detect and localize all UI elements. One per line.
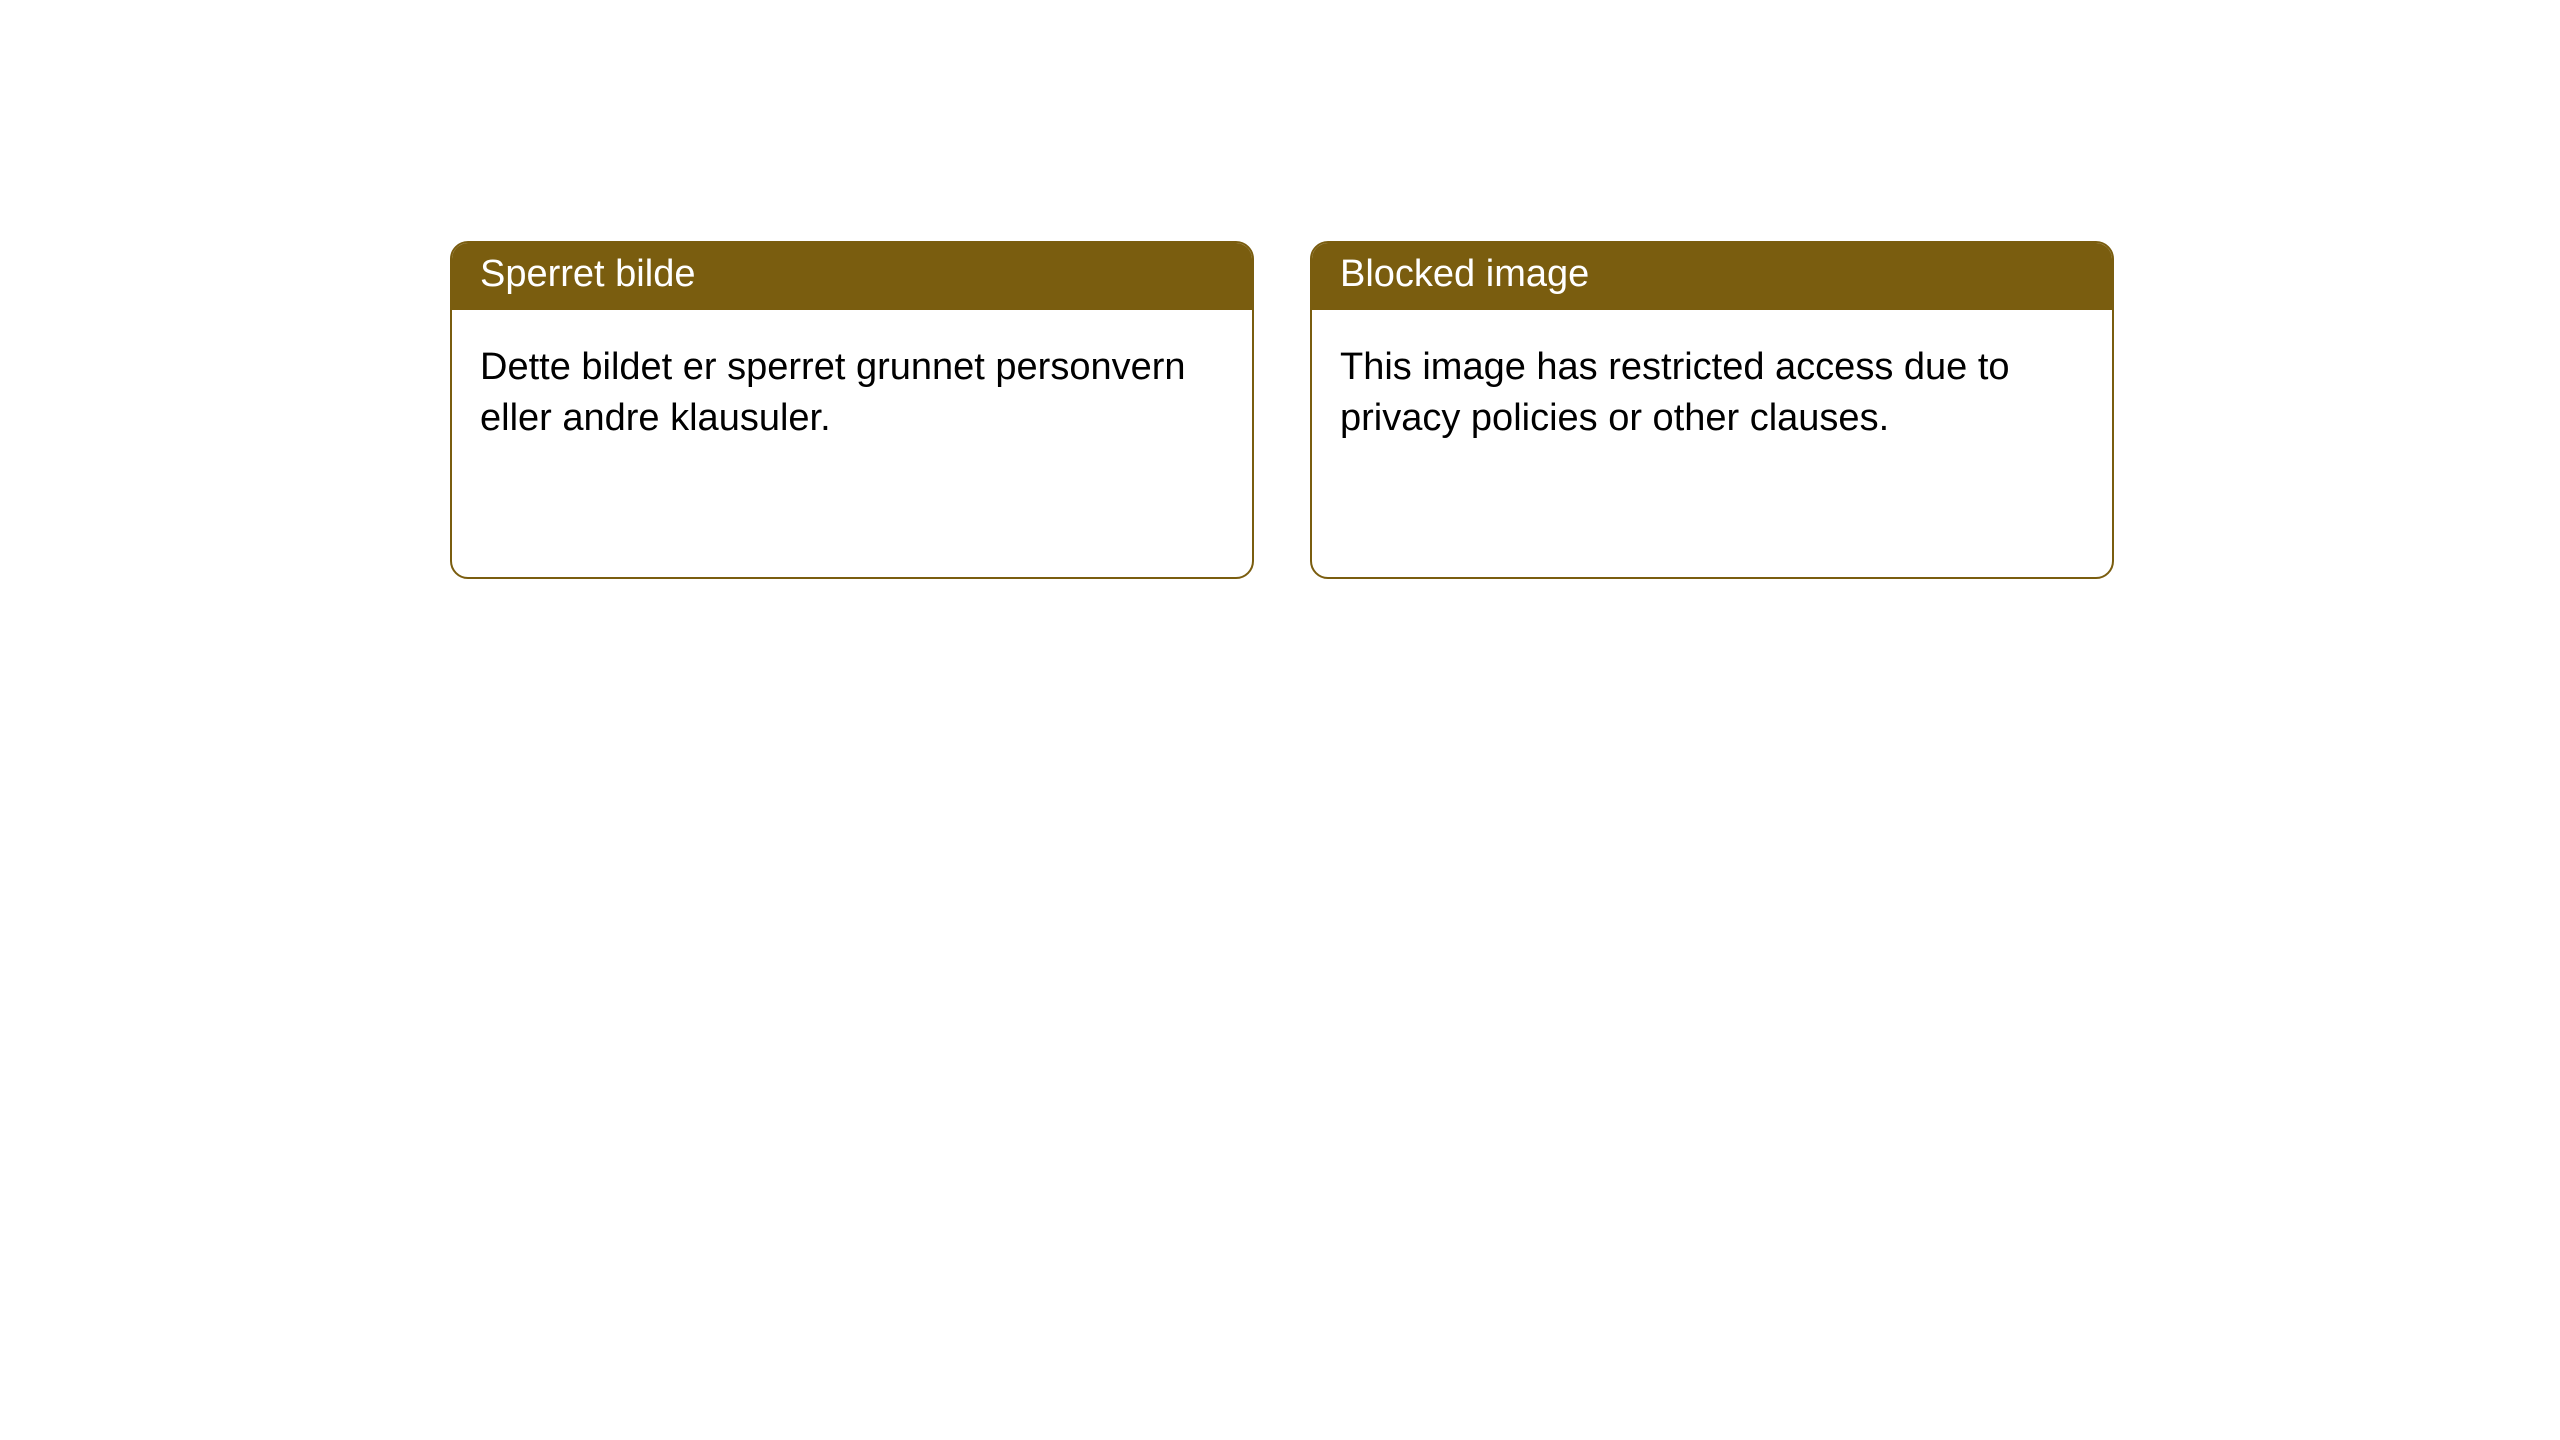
notice-title: Blocked image [1312,243,2112,310]
notice-card-norwegian: Sperret bilde Dette bildet er sperret gr… [450,241,1254,579]
notice-card-english: Blocked image This image has restricted … [1310,241,2114,579]
notice-body: This image has restricted access due to … [1312,310,2112,477]
notice-body: Dette bildet er sperret grunnet personve… [452,310,1252,477]
notice-title: Sperret bilde [452,243,1252,310]
notice-container: Sperret bilde Dette bildet er sperret gr… [0,0,2560,579]
